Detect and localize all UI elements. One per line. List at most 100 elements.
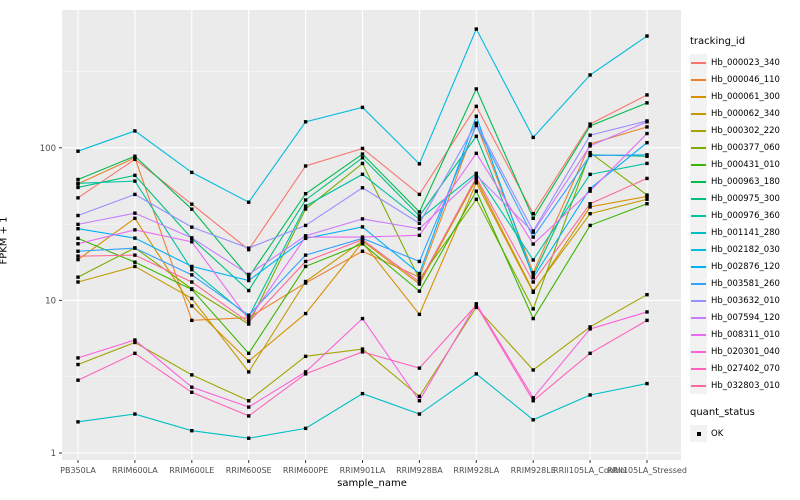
data-point [247,278,251,283]
series-color-swatch [690,258,707,275]
data-point [360,235,365,239]
series-color-swatch [690,88,707,105]
swatch-line-icon [691,197,706,200]
series-points-Hb_000302_220 [76,292,649,403]
legend-item-Hb_020301_040: Hb_020301_040 [690,343,800,360]
data-point [588,205,592,209]
data-point [645,381,649,386]
data-point [417,259,422,264]
series-color-swatch [690,343,707,360]
data-point [474,181,478,185]
data-point [531,211,535,216]
data-point [645,93,649,97]
series-color-swatch [690,207,707,224]
series-color-swatch [690,360,707,377]
data-point [417,162,422,166]
data-point [531,216,535,221]
data-point [247,246,251,250]
data-point [531,289,535,293]
legend-label: Hb_001141_280 [711,227,780,238]
swatch-line-icon [691,180,706,183]
swatch-line-icon [691,316,706,319]
data-point [531,274,535,278]
data-point [303,235,308,239]
swatch-line-icon [691,384,706,387]
data-point [76,185,80,190]
data-point [247,436,251,440]
data-point [303,192,308,196]
data-point [474,114,478,118]
data-point [76,249,80,253]
data-point [360,186,365,190]
data-point [474,134,478,138]
series-color-swatch [690,105,707,122]
legend-item-Hb_000046_110: Hb_000046_110 [690,71,800,88]
data-point [360,249,365,253]
series-color-swatch [690,122,707,139]
data-point [76,149,80,153]
data-point [645,176,649,181]
data-point [360,237,365,242]
data-point [474,177,478,182]
black-square-icon [696,431,701,436]
legend-item-quant-status-ok: OK [690,425,800,442]
data-point [303,164,308,168]
series-color-swatch [690,241,707,258]
x-tick-label: RRIM600LE [169,466,214,475]
swatch-line-icon [691,350,706,353]
data-point [474,87,478,91]
data-point [76,275,80,279]
data-point [645,292,649,297]
data-point [531,258,535,262]
data-point [417,227,422,231]
data-point [190,296,194,301]
swatch-line-icon [691,163,706,166]
data-point [588,150,592,155]
data-point [247,414,251,418]
legend-item-Hb_002876_120: Hb_002876_120 [690,258,800,275]
legend-item-Hb_000302_220: Hb_000302_220 [690,122,800,139]
swatch-line-icon [691,112,706,115]
data-point [588,122,592,126]
swatch-line-icon [691,367,706,370]
data-point [531,275,535,280]
data-point [190,207,194,211]
data-point [417,312,422,317]
data-point [247,399,251,403]
data-point [190,287,194,292]
legend-item-Hb_003632_010: Hb_003632_010 [690,292,800,309]
data-point [588,351,592,356]
data-point [531,399,535,403]
legend-label: Hb_000377_060 [711,142,780,153]
y-axis-title: FPKM + 1 [0,216,10,265]
data-point [474,372,478,376]
legend-label: Hb_000963_180 [711,176,780,187]
series-color-swatch [690,190,707,207]
data-point [531,307,535,311]
swatch-line-icon [691,282,706,285]
data-point [645,193,649,197]
data-point [588,153,592,158]
data-point [417,271,422,276]
data-point [531,316,535,321]
data-point [417,289,422,293]
x-tick-label: RRIM928LA [453,466,499,475]
data-point [360,105,365,110]
data-point [360,172,365,177]
data-point [76,227,80,231]
legend-item-Hb_007594_120: Hb_007594_120 [690,309,800,326]
data-point [247,370,251,374]
data-point [474,189,478,193]
x-tick-label: RRIM600SE [226,466,272,475]
data-point [474,27,478,31]
swatch-line-icon [691,299,706,302]
series-color-swatch [690,139,707,156]
series-points-Hb_000976_360 [76,161,649,319]
legend-item-Hb_032803_010: Hb_032803_010 [690,377,800,394]
series-points-Hb_008311_010 [76,131,649,322]
legend-label: Hb_000061_300 [711,91,780,102]
data-point [76,181,80,186]
data-point [645,34,649,38]
legend-label: Hb_008311_010 [711,329,780,340]
